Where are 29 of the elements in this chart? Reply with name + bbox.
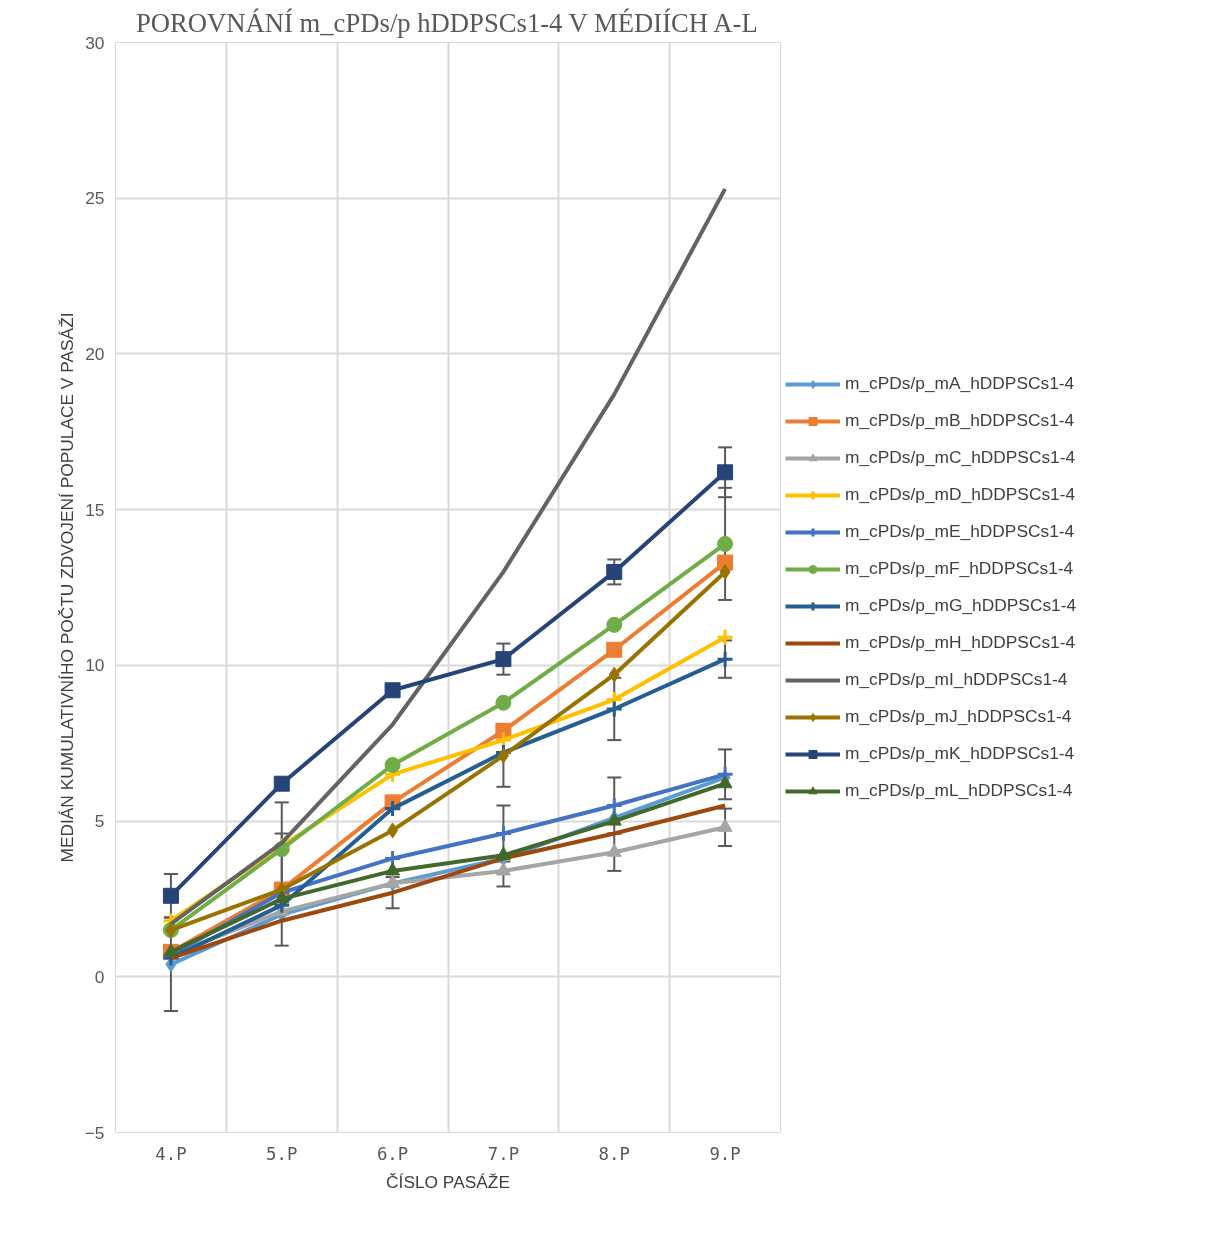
- x-tick-label: 9.P: [709, 1143, 741, 1164]
- legend-label: m_cPDs/p_mL_hDDPSCs1-4: [845, 780, 1073, 801]
- x-tick-label: 4.P: [155, 1143, 187, 1164]
- legend-label: m_cPDs/p_mF_hDDPSCs1-4: [845, 558, 1074, 579]
- y-tick-label: 5: [94, 811, 105, 832]
- legend-label: m_cPDs/p_mK_hDDPSCs1-4: [845, 743, 1075, 764]
- y-tick-label: 25: [85, 188, 105, 209]
- x-tick-label: 5.P: [266, 1143, 298, 1164]
- x-tick-label: 8.P: [598, 1143, 630, 1164]
- y-axis-title: MEDIÁN KUMULATIVNÍHO POČTU ZDVOJENÍ POPULACE V PASÁŽI: [56, 312, 77, 863]
- x-tick-label: 7.P: [487, 1143, 520, 1164]
- x-axis-title: ČÍSLO PASÁŽE: [386, 1171, 510, 1192]
- legend-label: m_cPDs/p_mB_hDDPSCs1-4: [845, 410, 1075, 431]
- y-tick-label: 15: [85, 499, 105, 520]
- legend-label: m_cPDs/p_mC_hDDPSCs1-4: [845, 447, 1076, 468]
- legend-label: m_cPDs/p_mI_hDDPSCs1-4: [845, 669, 1068, 690]
- y-tick-label: 20: [85, 343, 105, 364]
- legend-label: m_cPDs/p_mD_hDDPSCs1-4: [845, 484, 1076, 505]
- x-tick-label: 6.P: [376, 1143, 409, 1164]
- y-tick-label: 10: [85, 655, 105, 676]
- legend-label: m_cPDs/p_mH_hDDPSCs1-4: [845, 632, 1076, 653]
- y-tick-label: 0: [94, 966, 105, 987]
- chart-title: POROVNÁNÍ m_cPDs/p hDDPSCs1-4 V MÉDIÍCH A-L: [135, 7, 758, 38]
- legend-label: m_cPDs/p_mJ_hDDPSCs1-4: [845, 706, 1072, 727]
- legend-label: m_cPDs/p_mG_hDDPSCs1-4: [845, 595, 1077, 616]
- y-tick-label: −5: [84, 1122, 105, 1143]
- legend-label: m_cPDs/p_mE_hDDPSCs1-4: [845, 521, 1075, 542]
- legend-label: m_cPDs/p_mA_hDDPSCs1-4: [845, 373, 1075, 394]
- y-tick-label: 30: [85, 32, 105, 53]
